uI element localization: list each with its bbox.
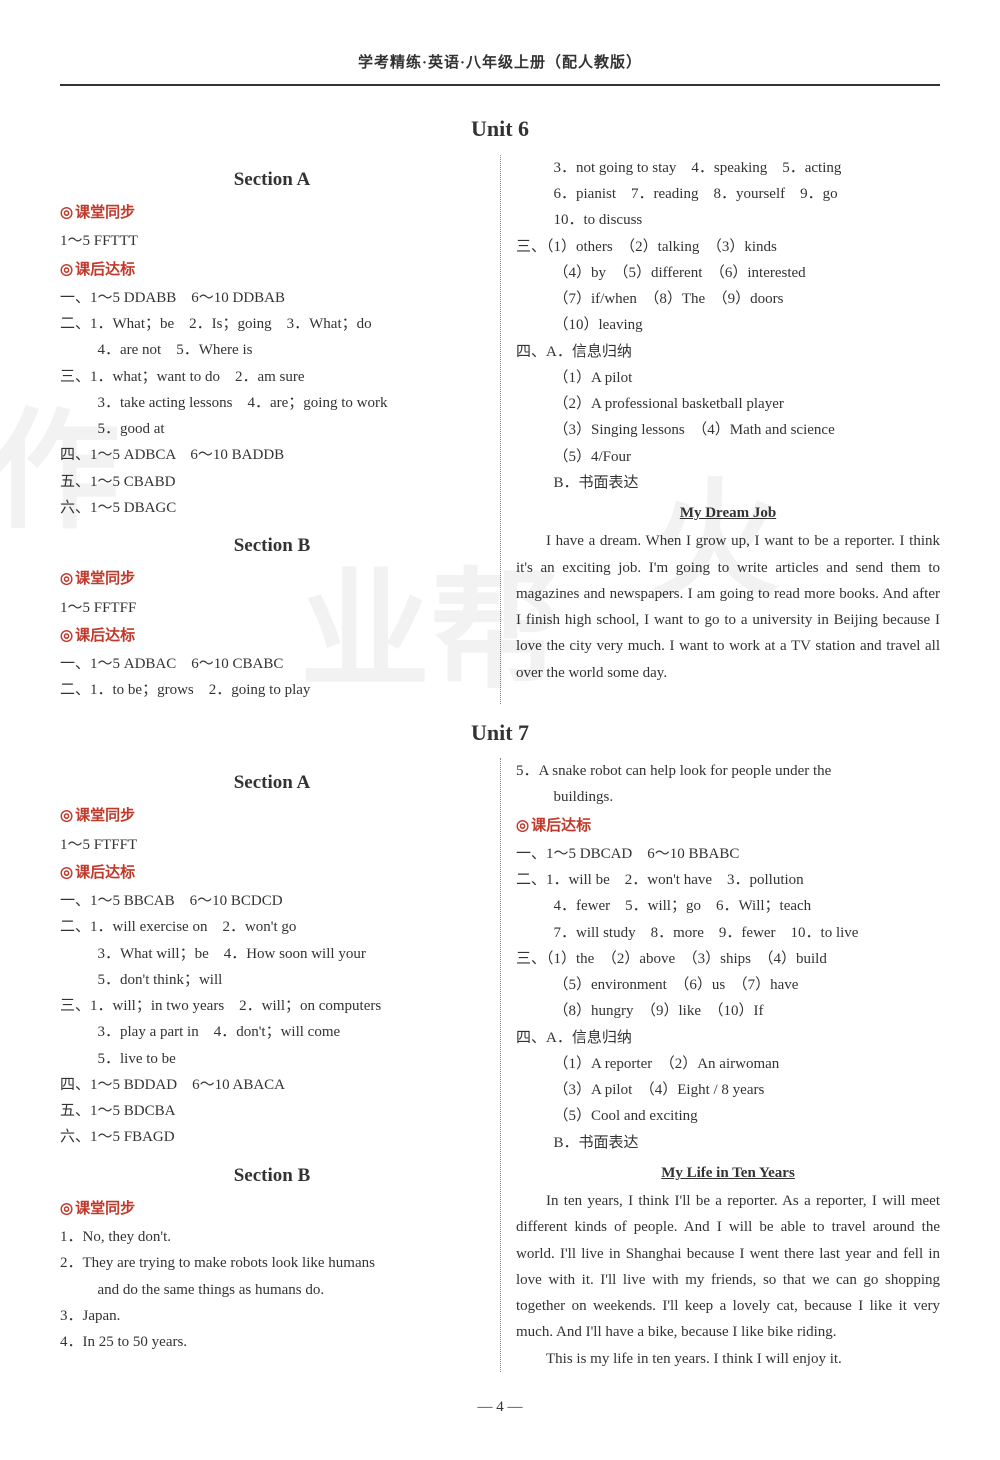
answer-line: （1）A pilot <box>516 365 940 391</box>
answer-line: 一、1～5 DDABB 6～10 DDBAB <box>60 285 484 311</box>
unit6-columns: Section A 课堂同步 1～5 FFTTT 课后达标 一、1～5 DDAB… <box>60 155 940 704</box>
page-number: — 4 — <box>60 1394 940 1420</box>
answer-line: （3）Singing lessons （4）Math and science <box>516 417 940 443</box>
answer-line: B．书面表达 <box>516 1130 940 1156</box>
answer-line: 五、1～5 CBABD <box>60 469 484 495</box>
answer-line: 5．good at <box>60 416 484 442</box>
answer-line: 3．play a part in 4．don't；will come <box>60 1019 484 1045</box>
answer-line: （5）4/Four <box>516 444 940 470</box>
label-kehou: 课后达标 <box>516 813 940 839</box>
answer-line: 二、1．will be 2．won't have 3．pollution <box>516 867 940 893</box>
unit7-title: Unit 7 <box>60 714 940 753</box>
label-kehou: 课后达标 <box>60 257 484 283</box>
answer-line: 二、1．What；be 2．Is；going 3．What；do <box>60 311 484 337</box>
answer-line: （4）by （5）different （6）interested <box>516 260 940 286</box>
answer-line: 4．fewer 5．will；go 6．Will；teach <box>516 893 940 919</box>
label-ketang: 课堂同步 <box>60 803 484 829</box>
answer-line: 3．not going to stay 4．speaking 5．acting <box>516 155 940 181</box>
answer-line: 6．pianist 7．reading 8．yourself 9．go <box>516 181 940 207</box>
answer-line: 六、1～5 DBAGC <box>60 495 484 521</box>
answer-line: B．书面表达 <box>516 470 940 496</box>
answer-line: （10）leaving <box>516 312 940 338</box>
answer-line: 六、1～5 FBAGD <box>60 1124 484 1150</box>
answer-line: （5）Cool and exciting <box>516 1103 940 1129</box>
answer-line: 4．In 25 to 50 years. <box>60 1329 484 1355</box>
u7-secB-title: Section B <box>60 1159 484 1192</box>
answer-line: 4．are not 5．Where is <box>60 337 484 363</box>
answer-line: and do the same things as humans do. <box>60 1277 484 1303</box>
answer-line: 二、1．will exercise on 2．won't go <box>60 914 484 940</box>
essay-body: In ten years, I think I'll be a reporter… <box>516 1188 940 1346</box>
unit6-title: Unit 6 <box>60 110 940 149</box>
answer-line: 10．to discuss <box>516 207 940 233</box>
label-ketang: 课堂同步 <box>60 200 484 226</box>
answer-line: 一、1～5 BBCAB 6～10 BCDCD <box>60 888 484 914</box>
answer-line: 三、（1）the （2）above （3）ships （4）build <box>516 946 940 972</box>
answer-line: 四、A．信息归纳 <box>516 339 940 365</box>
answer-line: 7．will study 8．more 9．fewer 10．to live <box>516 920 940 946</box>
answer-line: 5．live to be <box>60 1046 484 1072</box>
page-header: 学考精练·英语·八年级上册（配人教版） <box>60 50 940 86</box>
answer-line: （5）environment （6）us （7）have <box>516 972 940 998</box>
answer-line: （1）A reporter （2）An airwoman <box>516 1051 940 1077</box>
answer-line: 5．A snake robot can help look for people… <box>516 758 940 784</box>
answer-line: 3．What will；be 4．How soon will your <box>60 941 484 967</box>
answer-line: 1～5 FFTFF <box>60 595 484 621</box>
answer-line: 三、1．what；want to do 2．am sure <box>60 364 484 390</box>
answer-line: （2）A professional basketball player <box>516 391 940 417</box>
answer-line: （8）hungry （9）like （10）If <box>516 998 940 1024</box>
u6-secA-title: Section A <box>60 163 484 196</box>
label-kehou: 课后达标 <box>60 623 484 649</box>
answer-line: 五、1～5 BDCBA <box>60 1098 484 1124</box>
answer-line: 一、1～5 ADBAC 6～10 CBABC <box>60 651 484 677</box>
answer-line: （3）A pilot （4）Eight / 8 years <box>516 1077 940 1103</box>
answer-line: 四、1～5 ADBCA 6～10 BADDB <box>60 442 484 468</box>
essay-title: My Dream Job <box>516 500 940 526</box>
label-kehou: 课后达标 <box>60 860 484 886</box>
answer-line: 1～5 FTFFT <box>60 832 484 858</box>
essay-title: My Life in Ten Years <box>516 1160 940 1186</box>
answer-line: 四、1～5 BDDAD 6～10 ABACA <box>60 1072 484 1098</box>
label-ketang: 课堂同步 <box>60 566 484 592</box>
label-ketang: 课堂同步 <box>60 1196 484 1222</box>
answer-line: 2．They are trying to make robots look li… <box>60 1250 484 1276</box>
answer-line: 二、1．to be；grows 2．going to play <box>60 677 484 703</box>
answer-line: 三、1．will；in two years 2．will；on computer… <box>60 993 484 1019</box>
answer-line: 1～5 FFTTT <box>60 228 484 254</box>
u6-secB-title: Section B <box>60 529 484 562</box>
answer-line: 5．don't think；will <box>60 967 484 993</box>
essay-body: This is my life in ten years. I think I … <box>516 1346 940 1372</box>
answer-line: 1．No, they don't. <box>60 1224 484 1250</box>
answer-line: 3．take acting lessons 4．are；going to wor… <box>60 390 484 416</box>
answer-line: 3．Japan. <box>60 1303 484 1329</box>
answer-line: 三、（1）others （2）talking （3）kinds <box>516 234 940 260</box>
answer-line: 一、1～5 DBCAD 6～10 BBABC <box>516 841 940 867</box>
answer-line: 四、A．信息归纳 <box>516 1025 940 1051</box>
essay-body: I have a dream. When I grow up, I want t… <box>516 528 940 686</box>
u7-secA-title: Section A <box>60 766 484 799</box>
answer-line: （7）if/when （8）The （9）doors <box>516 286 940 312</box>
answer-line: buildings. <box>516 784 940 810</box>
unit7-columns: Section A 课堂同步 1～5 FTFFT 课后达标 一、1～5 BBCA… <box>60 758 940 1372</box>
